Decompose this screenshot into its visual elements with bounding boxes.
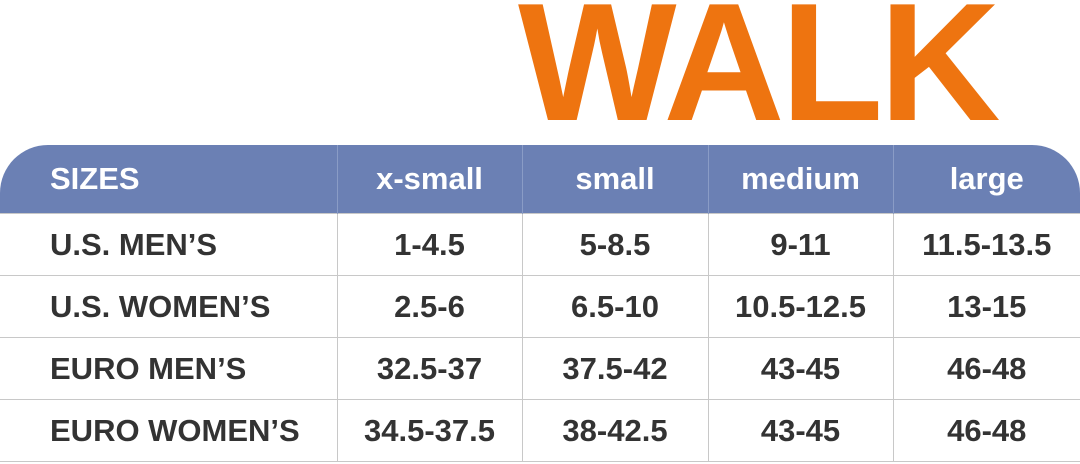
size-cell: 1-4.5 [336, 213, 523, 276]
column-header: medium [708, 145, 894, 214]
size-cell: 32.5-37 [336, 337, 523, 400]
size-table: SIZES x-small small medium large U.S. MEN’S 1… [0, 145, 1080, 462]
size-cell: 46-48 [892, 337, 1080, 400]
size-cell: 6.5-10 [521, 275, 709, 338]
size-cell: 11.5-13.5 [892, 213, 1080, 276]
row-label: U.S. WOMEN’S [0, 275, 338, 338]
size-cell: 43-45 [707, 399, 894, 462]
header-row: SIZES x-small small medium large [0, 145, 1080, 214]
table-body: U.S. MEN’S 1-4.5 5-8.5 9-11 11.5-13.5 U.S. WO… [0, 213, 1080, 462]
column-header: large [893, 145, 1080, 214]
size-cell: 13-15 [892, 275, 1080, 338]
size-cell: 43-45 [707, 337, 894, 400]
row-label: U.S. MEN’S [0, 213, 338, 276]
table-row: U.S. MEN’S 1-4.5 5-8.5 9-11 11.5-13.5 [0, 213, 1080, 276]
column-header: x-small [337, 145, 523, 214]
size-cell: 2.5-6 [336, 275, 523, 338]
size-cell: 37.5-42 [521, 337, 709, 400]
size-cell: 38-42.5 [521, 399, 709, 462]
column-header: SIZES [0, 145, 338, 214]
size-cell: 9-11 [707, 213, 894, 276]
table-row: EURO MEN’S 32.5-37 37.5-42 43-45 46-48 [0, 337, 1080, 400]
size-cell: 46-48 [892, 399, 1080, 462]
size-cell: 5-8.5 [521, 213, 709, 276]
table-row: U.S. WOMEN’S 2.5-6 6.5-10 10.5-12.5 13-15 [0, 275, 1080, 338]
row-label: EURO WOMEN’S [0, 399, 338, 462]
row-label: EURO MEN’S [0, 337, 338, 400]
column-header: small [522, 145, 709, 214]
size-cell: 34.5-37.5 [336, 399, 523, 462]
size-cell: 10.5-12.5 [707, 275, 894, 338]
table-row: EURO WOMEN’S 34.5-37.5 38-42.5 43-45 46-48 [0, 399, 1080, 462]
brand-title: WALK [518, 0, 1001, 156]
